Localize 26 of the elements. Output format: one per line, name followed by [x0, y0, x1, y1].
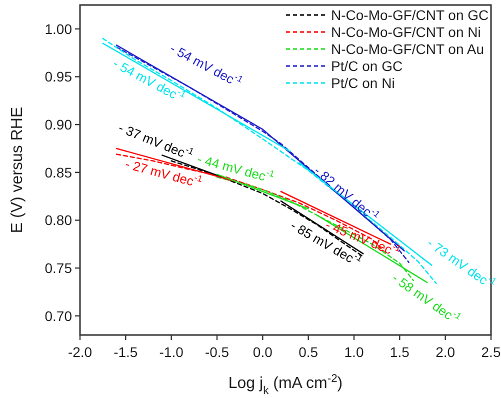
y-tick-label: 0.90: [44, 116, 72, 133]
x-tick-label: -0.5: [204, 344, 230, 360]
y-tick-label: 0.85: [44, 164, 72, 180]
y-tick-label: 1.00: [44, 20, 72, 37]
x-tick-label: -1.5: [114, 344, 138, 360]
legend-label: N-Co-Mo-GF/CNT on Au: [331, 41, 484, 57]
annotation: - 54 mV dec$^{-1}$: [167, 41, 244, 88]
legend-label: N-Co-Mo-GF/CNT on Ni: [331, 24, 481, 40]
y-tick-label: 0.80: [44, 212, 72, 228]
annotation: - 37 mV dec$^{-1}$: [116, 120, 196, 161]
x-tick-label: -2.0: [68, 344, 92, 360]
legend-label: Pt/C on Ni: [331, 75, 395, 91]
x-tick-label: 2.5: [481, 344, 501, 360]
legend-label: N-Co-Mo-GF/CNT on GC: [331, 7, 489, 23]
y-axis-title: E (V) versus RHE: [9, 106, 26, 234]
x-tick-label: 2.0: [436, 344, 456, 360]
x-tick-label: 0.0: [252, 344, 273, 360]
x-tick-label: 0.5: [298, 344, 318, 360]
x-tick-label: -1.0: [159, 344, 184, 360]
y-tick-label: 0.75: [44, 260, 72, 276]
legend-label: Pt/C on GC: [331, 58, 403, 74]
y-tick-label: 0.70: [44, 308, 72, 324]
x-tick-label: 1.5: [390, 344, 410, 360]
x-axis-title: Log j$_{k}$ (mA cm$^{-2}$): [228, 373, 343, 397]
x-tick-label: 1.0: [344, 344, 364, 360]
y-tick-label: 0.95: [44, 68, 72, 85]
